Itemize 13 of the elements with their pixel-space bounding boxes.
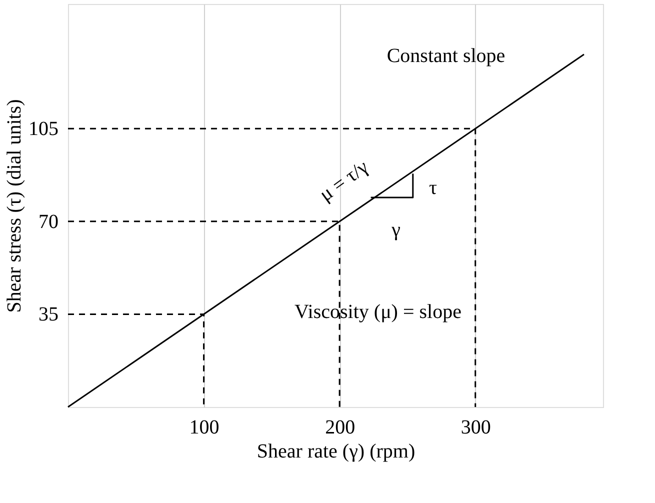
- x-tick-label: 100: [189, 416, 220, 438]
- x-axis-title: Shear rate (γ) (rpm): [256, 440, 416, 462]
- x-tick-label: 300: [460, 416, 491, 438]
- annotation: τ: [428, 177, 438, 199]
- y-tick-label: 35: [38, 304, 58, 326]
- annotation: Viscosity (μ) = slope: [294, 301, 462, 323]
- annotation: μ = τ/γ: [316, 156, 373, 206]
- y-tick-label: 105: [28, 118, 58, 140]
- annotation: γ: [390, 219, 401, 241]
- annotation: Constant slope: [386, 45, 506, 67]
- y-axis-title: Shear stress (τ) (dial units): [4, 99, 26, 313]
- y-tick-label: 70: [38, 210, 58, 233]
- x-tick-label: 200: [325, 416, 356, 438]
